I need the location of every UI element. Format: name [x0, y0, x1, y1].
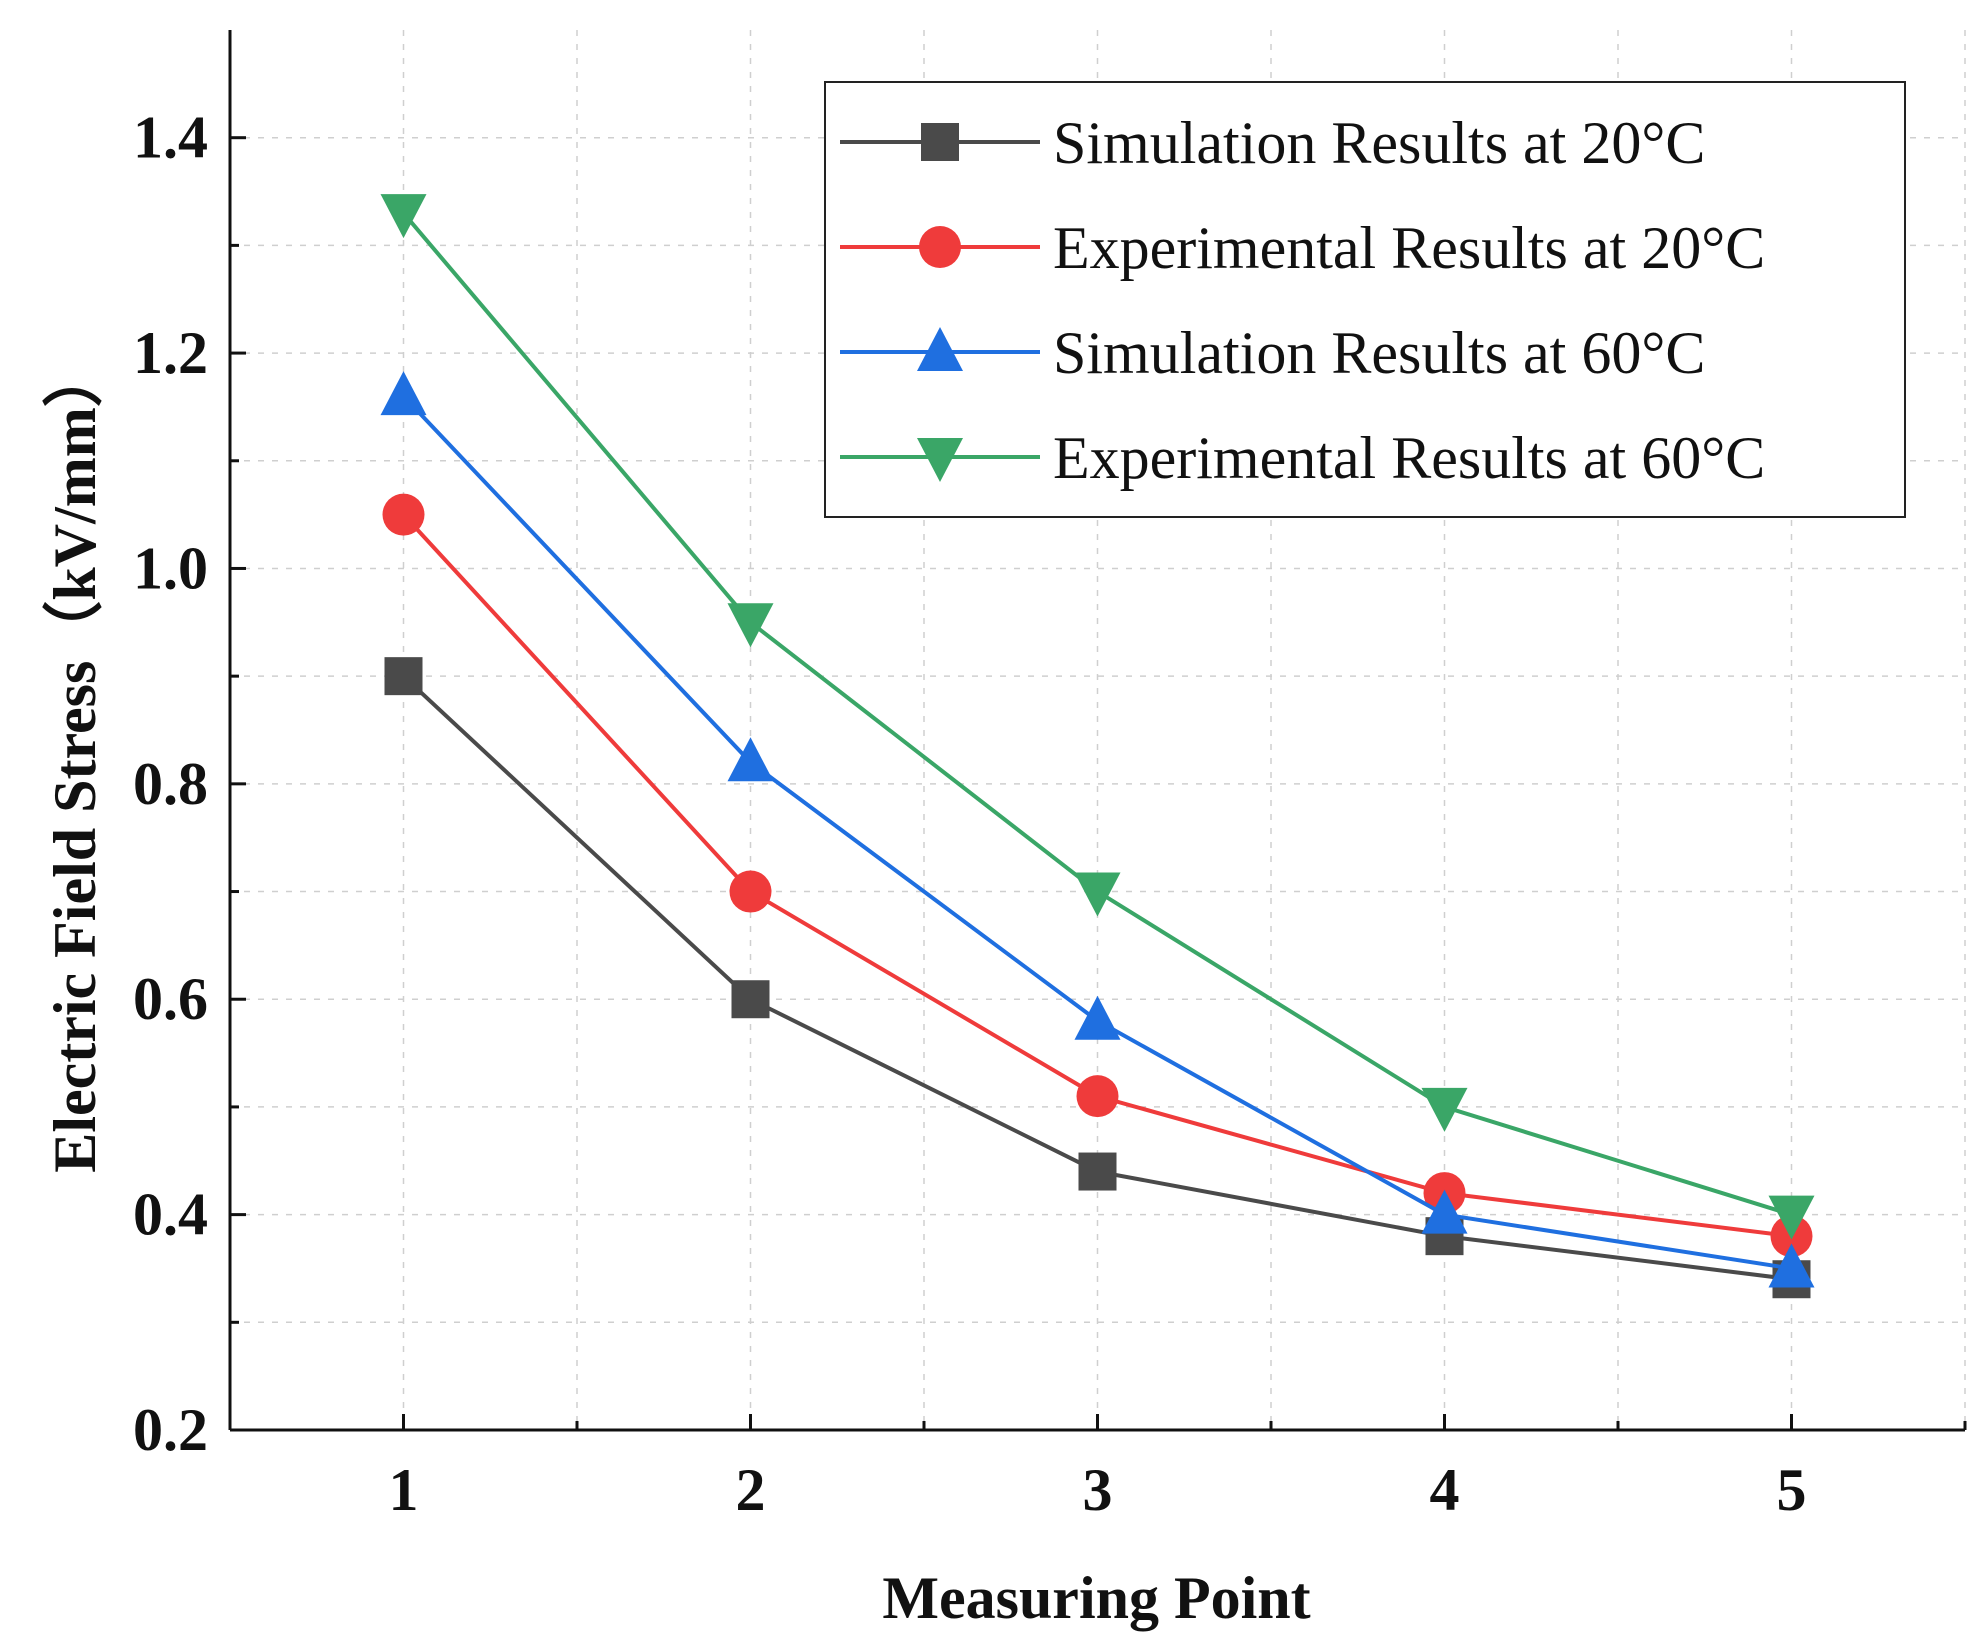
y-tick-label: 0.8 [133, 751, 208, 817]
data-point [1768, 1195, 1815, 1240]
x-tick-label: 3 [1083, 1457, 1113, 1523]
legend-item: Simulation Results at 60°C [840, 320, 1705, 386]
y-tick-label: 0.2 [133, 1397, 208, 1463]
x-tick-label: 2 [736, 1457, 766, 1523]
data-point [727, 603, 774, 648]
x-tick-label: 5 [1777, 1457, 1807, 1523]
series-1 [384, 657, 1811, 1299]
data-point [731, 980, 770, 1019]
legend-label: Simulation Results at 60°C [1053, 320, 1705, 386]
legend-marker [917, 327, 963, 371]
data-point [1078, 1152, 1117, 1191]
data-point [1074, 872, 1121, 917]
data-point [380, 194, 427, 239]
legend-marker [919, 226, 961, 268]
x-axis-title: Measuring Point [882, 1565, 1310, 1631]
x-tick-label: 4 [1430, 1457, 1460, 1523]
legend-item: Experimental Results at 60°C [840, 425, 1765, 491]
data-point [1421, 1087, 1468, 1132]
legend-item: Experimental Results at 20°C [840, 215, 1765, 281]
axes [228, 30, 1967, 1432]
tick-labels: 0.2 0.4 0.6 0.8 1.0 1.2 1.4 1 2 3 4 5 [133, 105, 1807, 1523]
y-tick-label: 0.6 [133, 966, 208, 1032]
legend-marker [921, 123, 959, 161]
legend-box [824, 81, 1906, 518]
data-point [380, 371, 427, 416]
y-axis-title: Electric Field Stress（kV/mm） [41, 347, 108, 1172]
data-point [1421, 1189, 1468, 1234]
x-tick-label: 1 [389, 1457, 419, 1523]
data-point [1768, 1243, 1815, 1288]
legend-label: Simulation Results at 20°C [1053, 110, 1705, 176]
series-3 [380, 371, 1815, 1288]
data-point [384, 657, 423, 696]
legend: Simulation Results at 20°C Experimental R… [824, 81, 1906, 518]
legend-marker [917, 438, 963, 482]
data-point [727, 737, 774, 782]
data-point [1076, 1075, 1119, 1118]
series-lines [380, 194, 1815, 1299]
y-tick-label: 0.4 [133, 1182, 208, 1248]
y-tick-label: 1.2 [133, 320, 208, 386]
legend-item: Simulation Results at 20°C [840, 110, 1705, 176]
y-tick-label: 1.0 [133, 535, 208, 601]
series-4 [380, 194, 1815, 1240]
data-point [382, 493, 425, 536]
data-point [729, 870, 772, 913]
legend-label: Experimental Results at 20°C [1053, 215, 1765, 281]
y-tick-label: 1.4 [133, 105, 208, 171]
legend-label: Experimental Results at 60°C [1053, 425, 1765, 491]
data-point [1074, 995, 1121, 1040]
